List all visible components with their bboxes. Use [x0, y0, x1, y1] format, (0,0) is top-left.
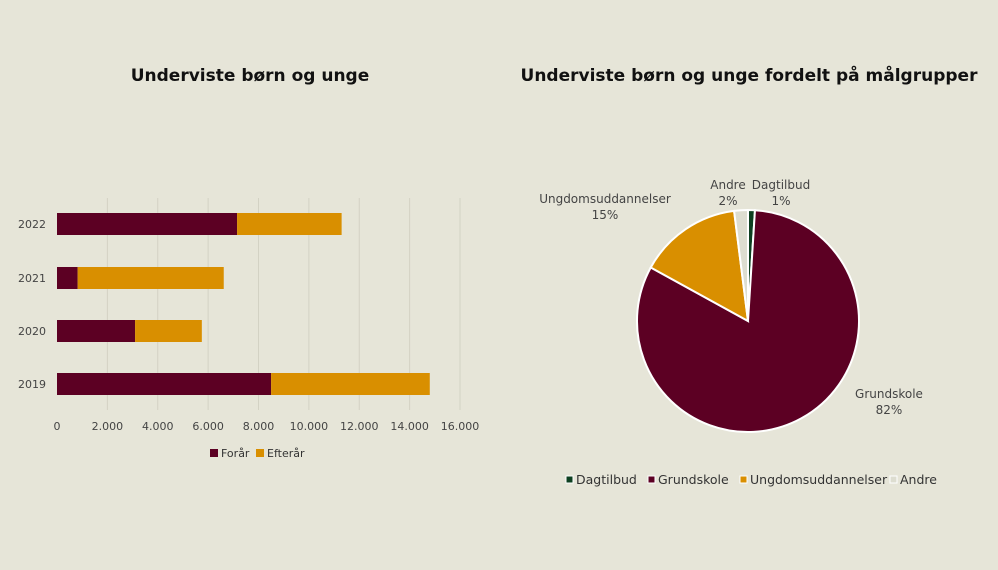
- x-tick-label: 12.000: [340, 420, 379, 433]
- pie-label-percent: 82%: [876, 403, 903, 417]
- pie-label-name: Ungdomsuddannelser: [539, 192, 671, 206]
- legend-label: Forår: [221, 447, 250, 460]
- pie-slice-ungdomsuddannelser: [649, 209, 750, 323]
- x-tick-label: 8.000: [243, 420, 275, 433]
- bar-2022-autumn: [237, 213, 342, 235]
- x-tick-label: 10.000: [290, 420, 329, 433]
- bar-chart-title: Underviste børn og unge: [130, 66, 370, 86]
- pie-legend-label: Ungdomsuddannelser: [750, 472, 888, 487]
- bar-chart-panel: Underviste børn og unge 0 2.000 4.000 6.000…: [18, 66, 480, 460]
- pie-legend-swatch: [739, 475, 748, 484]
- pie-label-percent: 1%: [771, 194, 790, 208]
- x-tick-label: 6.000: [192, 420, 224, 433]
- pie-legend-label: Dagtilbud: [576, 472, 637, 487]
- x-tick-label: 16.000: [441, 420, 480, 433]
- pie-chart-panel: Underviste børn og unge fordelt på målgr…: [500, 0, 998, 570]
- y-tick-label: 2020: [18, 325, 46, 338]
- bar-chart: 0 2.000 4.000 6.000 8.000 10.000 12.000 14.000 1…: [18, 198, 480, 460]
- pie-legend-label: Grundskole: [658, 472, 729, 487]
- bar-2021-spring: [57, 267, 78, 289]
- bar-2021-autumn: [77, 267, 224, 289]
- pie-chart: Dagtilbud 1% Grundskole 82% Ungdomsuddannels…: [539, 178, 937, 487]
- pie-label-percent: 2%: [718, 194, 737, 208]
- pie-label-percent: 15%: [592, 208, 619, 222]
- legend-label: Efterår: [267, 447, 305, 460]
- x-tick-label: 14.000: [390, 420, 429, 433]
- x-tick-label: 4.000: [142, 420, 174, 433]
- legend-swatch: [210, 449, 218, 457]
- bar-2019-spring: [57, 373, 272, 395]
- pie-legend-swatch: [647, 475, 656, 484]
- pie-label-name: Grundskole: [855, 387, 923, 401]
- bar-2022-spring: [57, 213, 238, 235]
- y-tick-label: 2021: [18, 272, 46, 285]
- legend-swatch: [256, 449, 264, 457]
- pie-legend-label: Andre: [900, 472, 937, 487]
- x-tick-label: 0: [54, 420, 61, 433]
- y-tick-label: 2019: [18, 378, 46, 391]
- pie-label-name: Andre: [710, 178, 745, 192]
- y-tick-label: 2022: [18, 218, 46, 231]
- pie-legend-swatch: [889, 475, 898, 484]
- bar-2020-autumn: [135, 320, 202, 342]
- bar-2019-autumn: [271, 373, 430, 395]
- pie-slice-andre: [732, 208, 749, 322]
- pie-legend-swatch: [565, 475, 574, 484]
- pie-label-name: Dagtilbud: [752, 178, 810, 192]
- bar-2020-spring: [57, 320, 136, 342]
- pie-chart-title: Underviste børn og unge fordelt på målgr…: [520, 66, 978, 86]
- x-tick-label: 2.000: [92, 420, 124, 433]
